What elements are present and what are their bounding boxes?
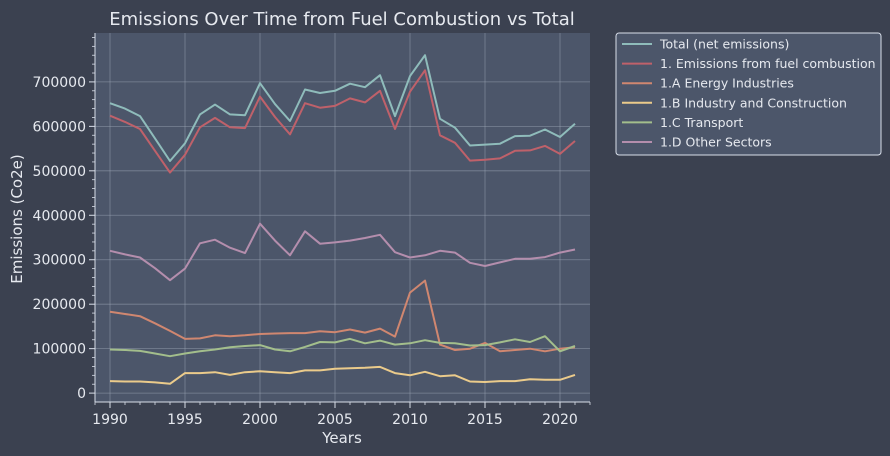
series-line-4: [109, 365, 576, 385]
y-tick-label: 0: [77, 386, 86, 402]
y-tick-label: 100000: [33, 342, 86, 358]
x-tick-label: 2020: [542, 412, 578, 428]
legend-box: [615, 32, 882, 156]
series-line-3: [109, 279, 576, 353]
legend: Total (net emissions) 1. Emissions from f…: [615, 32, 882, 156]
legend-label-3: 1.A Energy Industries: [660, 76, 794, 91]
legend-label-4: 1.B Industry and Construction: [660, 95, 847, 110]
y-axis-label: Emissions (Co2e): [8, 154, 26, 283]
y-tick-label: 500000: [33, 164, 86, 180]
axes: 1990 1995 2000 2005 2010 2015 2020 0 100000 20000…: [33, 33, 591, 428]
x-tick-label: 2000: [242, 412, 278, 428]
legend-label-6: 1.D Other Sectors: [660, 135, 772, 150]
legend-label-1: Total (net emissions): [659, 37, 789, 52]
y-tick-label: 400000: [33, 208, 86, 224]
legend-label-2: 1. Emissions from fuel combustion: [660, 56, 876, 71]
series-line-6: [109, 222, 576, 282]
series-line-2: [109, 69, 576, 174]
chart-title: Emissions Over Time from Fuel Combustion…: [109, 9, 574, 30]
series-lines: [109, 54, 576, 385]
y-tick-label: 300000: [33, 253, 86, 269]
series-line-5: [109, 335, 576, 358]
x-tick-label: 2005: [317, 412, 353, 428]
legend-label-5: 1.C Transport: [660, 115, 743, 130]
y-tick-label: 700000: [33, 75, 86, 91]
x-tick-label: 1990: [92, 412, 128, 428]
series-line-1: [109, 54, 576, 162]
x-tick-label: 2010: [392, 412, 428, 428]
y-tick-label: 200000: [33, 297, 86, 313]
y-tick-label: 600000: [33, 119, 86, 135]
x-tick-label: 2015: [467, 412, 503, 428]
x-axis-label: Years: [321, 429, 362, 447]
x-tick-label: 1995: [167, 412, 203, 428]
